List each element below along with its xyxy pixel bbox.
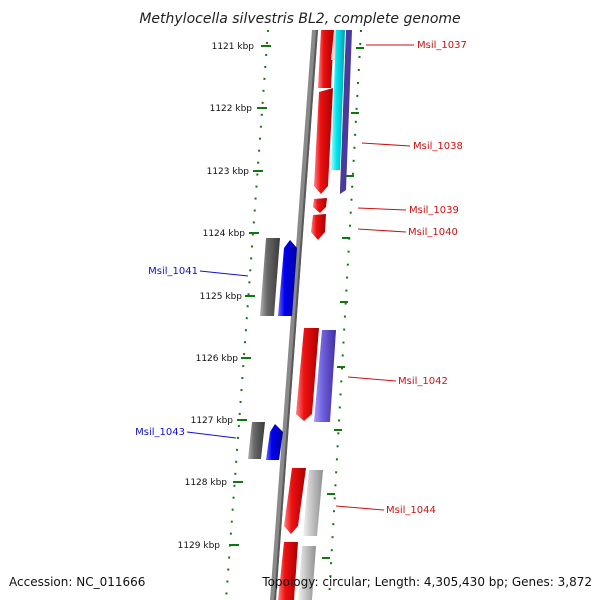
feature-msil-1044[interactable] [303,470,323,536]
gene-label-msil-1037[interactable]: Msil_1037 [417,40,467,51]
kbp-label: 1126 kbp [196,354,239,364]
kbp-label: 1122 kbp [210,104,253,114]
feature-msil-1042[interactable] [314,330,336,422]
feature-msil-1041[interactable] [278,240,297,316]
feature-bottom-grey[interactable] [298,546,316,600]
kbp-label: 1128 kbp [185,478,228,488]
feature-purple-thin[interactable] [340,30,352,194]
kbp-label: 1129 kbp [178,541,221,551]
map-title: Methylocella silvestris BL2, complete ge… [139,11,460,27]
genome-backbone [270,30,318,600]
feature-msil-1040[interactable] [311,214,326,240]
gene-label-msil-1042[interactable]: Msil_1042 [398,376,448,387]
kbp-label: 1125 kbp [200,292,243,302]
kbp-label: 1124 kbp [203,229,246,239]
gene-label-msil-1038[interactable]: Msil_1038 [413,141,463,152]
feature-msil-1039[interactable] [313,198,327,213]
feature-msil-1042-red[interactable] [296,328,319,421]
gene-label-msil-1039[interactable]: Msil_1039 [409,205,459,216]
feature-msil-1038[interactable] [314,88,333,194]
gene-label-msil-1044[interactable]: Msil_1044 [386,505,436,516]
gene-label-msil-1040[interactable]: Msil_1040 [408,227,458,238]
gene-label-msil-1043[interactable]: Msil_1043 [135,427,185,438]
accession-text: Accession: NC_011666 [9,575,146,589]
genome-summary-text: Topology: circular; Length: 4,305,430 bp… [262,575,592,589]
feature-cyan[interactable] [331,30,345,170]
label-connectors [186,44,414,511]
kbp-label: 1121 kbp [212,42,255,52]
feature-bottom-red[interactable] [278,542,298,600]
kbp-scale: 1121 kbp 1122 kbp 1123 kbp 1124 kbp 1125… [178,42,271,551]
kbp-label: 1123 kbp [207,167,250,177]
right-ticks [322,47,364,559]
kbp-label: 1127 kbp [191,416,234,426]
gene-label-msil-1041[interactable]: Msil_1041 [148,266,198,277]
feature-msil-1044-red[interactable] [284,468,306,534]
feature-grey-2[interactable] [248,422,265,459]
gene-features [248,30,352,600]
feature-msil-1043[interactable] [266,424,283,460]
feature-msil-1037[interactable] [318,30,334,88]
feature-grey-1[interactable] [260,238,280,316]
